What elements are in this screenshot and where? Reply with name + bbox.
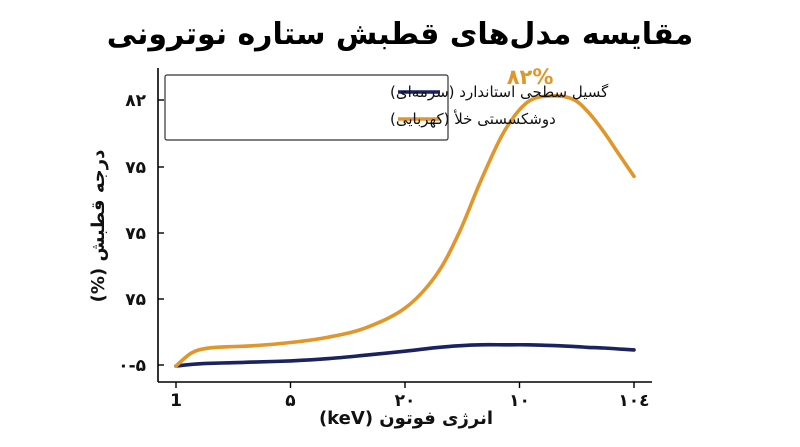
x-tick-label: ۵ <box>285 391 295 411</box>
legend-label-vacuum-birefringence: دوشکسستی خلأ (کهربایی) <box>390 109 556 128</box>
series-line-vacuum-birefringence <box>174 94 636 368</box>
y-tick-label: ۷۵ <box>125 158 146 178</box>
x-tick-label: ۱۰٤ <box>618 391 649 411</box>
legend-label-standard-emission: گسیل سطحی استاندارد (سرمه‌ای) <box>390 83 609 101</box>
legend: گسیل سطحی استاندارد (سرمه‌ای) دوشکسستی خ… <box>164 74 609 141</box>
x-tick-label: 1 <box>170 391 182 411</box>
series-group <box>174 94 636 368</box>
x-tick-label: ۲۰ <box>395 391 416 411</box>
chart-title: مقایسه مدل‌های قطبش ستاره نوترونی <box>107 17 693 52</box>
annotations: ۸۲% <box>507 65 554 89</box>
y-axis-label: درجه قطبش (%) <box>88 150 109 303</box>
legend-box <box>164 74 449 141</box>
y-tick-label: ۸۲ <box>125 91 146 111</box>
y-tick-label: ۰-۵ <box>118 356 146 376</box>
x-tick-label: ۱۰ <box>509 391 530 411</box>
x-axis-label: انرژی فوتون (keV) <box>319 408 493 429</box>
peak-annotation: ۸۲% <box>507 65 554 89</box>
y-tick-label: ۷۵ <box>125 224 146 244</box>
x-ticks: 1 ۵ ۲۰ ۱۰ ۱۰٤ <box>170 382 650 411</box>
y-tick-label: ۷۵ <box>125 290 146 310</box>
series-line-standard-emission <box>174 342 636 368</box>
y-ticks: ۸۲ ۷۵ ۷۵ ۷۵ ۰-۵ <box>118 91 164 376</box>
